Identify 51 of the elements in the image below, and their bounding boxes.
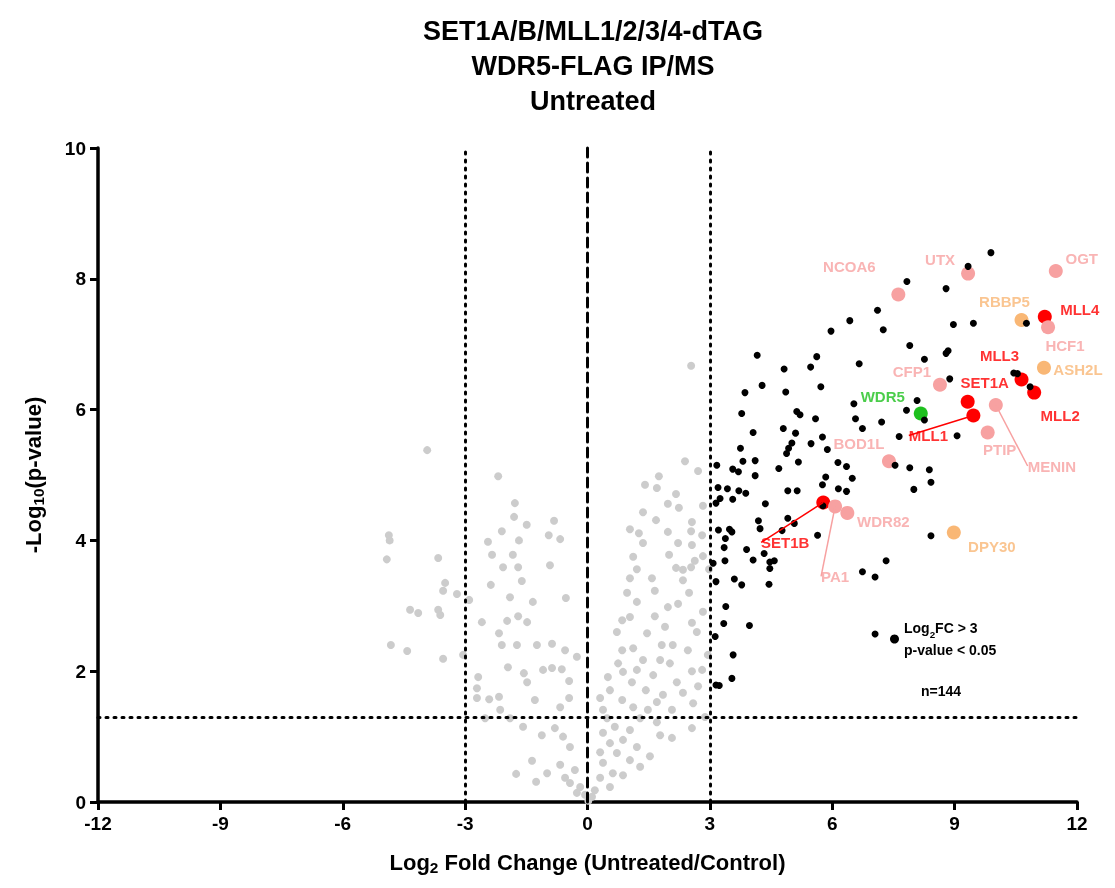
annotation: OGT — [1065, 250, 1099, 268]
x-tick-label: 12 — [1066, 813, 1088, 834]
x-tick-label: 3 — [704, 813, 716, 834]
x-tick-label: 0 — [582, 813, 593, 834]
annotation: RBBP5 — [979, 292, 1030, 310]
annotation: MLL1 — [908, 426, 948, 444]
chart-title: SET1A/B/MLL1/2/3/4-dTAG WDR5-FLAG IP/MS Untreated — [422, 15, 764, 116]
annotation: MLL3 — [979, 347, 1020, 365]
point — [1041, 320, 1056, 335]
annotation: ASH2L — [1053, 361, 1103, 379]
y-tick-label: 10 — [64, 137, 86, 159]
y-tick-label: 6 — [75, 399, 86, 421]
x-tick-label: 6 — [826, 813, 838, 834]
x-tick-label: -6 — [334, 813, 352, 834]
point — [1036, 360, 1051, 375]
annotation: n=144 — [921, 683, 962, 699]
annotation: SET1A — [960, 374, 1010, 392]
annotation: PA1 — [821, 567, 850, 585]
annotation: UTX — [925, 251, 956, 269]
point — [988, 398, 1003, 413]
annotation: PTIP — [982, 440, 1017, 458]
point — [980, 425, 995, 440]
point — [828, 499, 843, 514]
point — [960, 394, 975, 409]
annotation: MLL2 — [1040, 407, 1080, 425]
annotation: WDR82 — [857, 513, 910, 531]
point — [1027, 385, 1042, 400]
annotation: WDR5 — [860, 388, 905, 406]
annotation: CFP1 — [892, 363, 932, 381]
point — [1048, 263, 1063, 278]
y-tick-label: 0 — [75, 791, 86, 813]
point — [840, 505, 855, 520]
point — [891, 287, 906, 302]
annotation: NCOA6 — [823, 258, 876, 275]
annotation: MENIN — [1027, 457, 1076, 475]
x-tick-label: 9 — [949, 813, 960, 834]
point — [946, 525, 961, 540]
x-tick-label: -9 — [211, 813, 229, 834]
annotation: MLL4 — [1060, 301, 1101, 319]
point — [966, 408, 981, 423]
y-tick-label: 2 — [75, 660, 86, 682]
point — [932, 377, 947, 392]
annotation: DPY30 — [968, 538, 1016, 556]
annotation: HCF1 — [1045, 336, 1085, 354]
annotation: SET1B — [761, 533, 810, 551]
y-tick-label: 8 — [75, 268, 86, 290]
x-tick-label: -3 — [456, 813, 474, 834]
y-axis-title: -Log10(p-value) — [21, 396, 47, 554]
annotation: BOD1L — [833, 434, 885, 452]
y-tick-label: 4 — [75, 529, 87, 551]
x-tick-label: -12 — [84, 813, 112, 834]
